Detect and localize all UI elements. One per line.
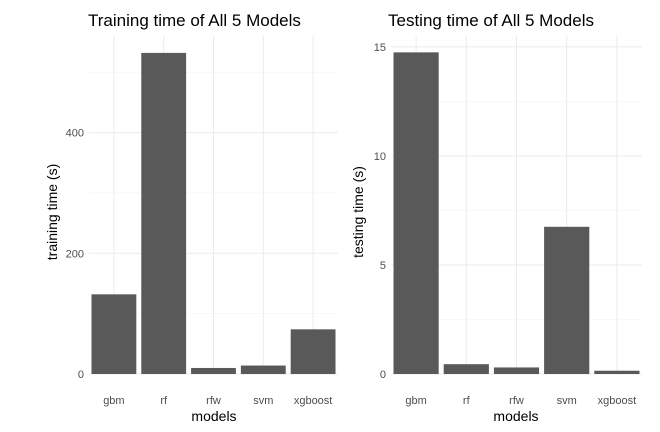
training-bar-gbm: [91, 294, 137, 374]
training-y-tick-label: 200: [66, 248, 84, 260]
testing-y-tick-label: 5: [380, 260, 386, 272]
training-x-tick-label: rf: [160, 395, 168, 407]
training-bar-xgboost: [290, 329, 336, 374]
testing-y-tick-label: 0: [380, 369, 386, 381]
testing-x-tick-label: gbm: [405, 395, 426, 407]
testing-y-tick-label: 15: [374, 42, 386, 54]
testing-x-tick-label: rfw: [509, 395, 524, 407]
training-time-panel: Training time of All 5 Models models tra…: [44, 11, 338, 424]
training-x-tick-label: svm: [253, 395, 273, 407]
training-y-axis-title: training time (s): [44, 164, 60, 260]
testing-plot-area: 0 5 10 15 gbm rf rfw svm xgboost: [374, 36, 642, 407]
testing-chart-title: Testing time of All 5 Models: [388, 11, 594, 30]
training-chart-title: Training time of All 5 Models: [88, 11, 301, 30]
training-bar-rfw: [191, 367, 236, 374]
testing-bar-rfw: [493, 367, 540, 374]
testing-x-tick-label: svm: [557, 395, 577, 407]
testing-x-tick-label: xgboost: [598, 395, 637, 407]
testing-bar-gbm: [393, 52, 439, 375]
training-x-axis-title: models: [191, 408, 236, 424]
testing-y-tick-label: 10: [374, 151, 386, 163]
training-y-tick-label: 400: [66, 128, 84, 140]
training-x-tick-label: gbm: [103, 395, 124, 407]
testing-time-panel: Testing time of All 5 Models models test…: [350, 11, 642, 424]
training-x-tick-label: xgboost: [294, 395, 333, 407]
testing-bar-svm: [544, 226, 590, 374]
testing-bar-rf: [443, 364, 489, 374]
testing-bar-xgboost: [594, 370, 640, 374]
training-x-tick-label: rfw: [206, 395, 221, 407]
training-plot-area: 0 200 400 gbm rf rfw svm xgboost: [66, 36, 338, 407]
testing-x-axis-title: models: [493, 408, 538, 424]
testing-x-tick-label: rf: [463, 395, 471, 407]
testing-y-axis-title: testing time (s): [350, 166, 366, 258]
training-y-tick-label: 0: [78, 369, 84, 381]
training-bar-rf: [141, 52, 187, 375]
training-bar-svm: [240, 365, 286, 374]
